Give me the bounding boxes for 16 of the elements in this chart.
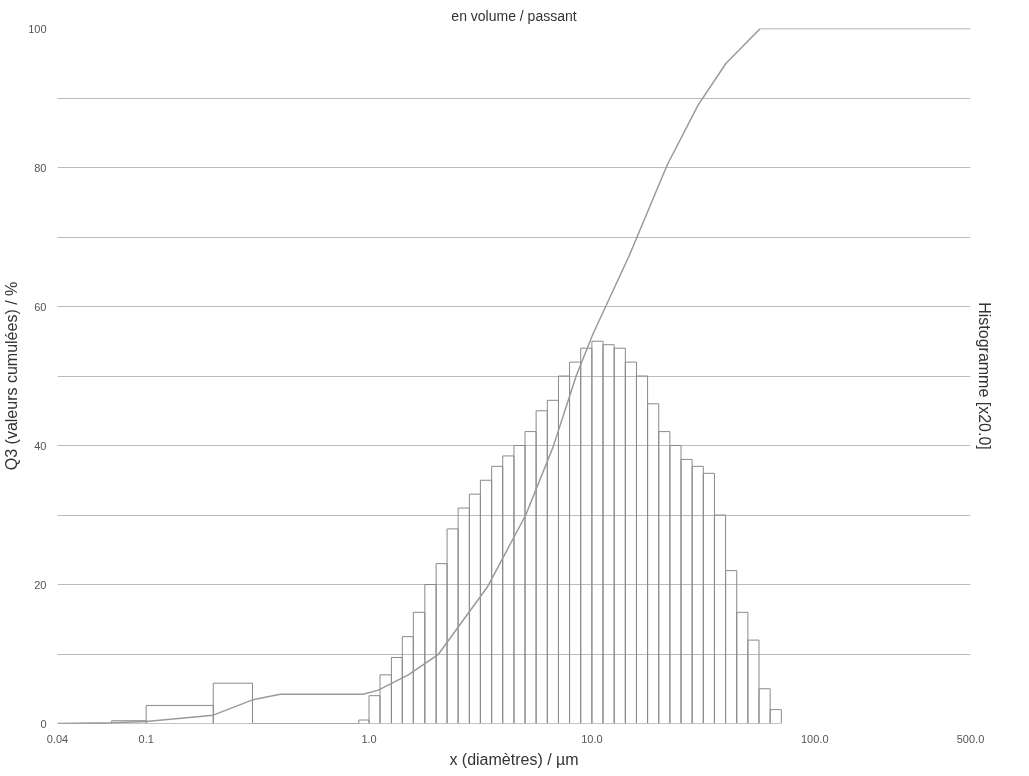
x-tick-label: 10.0: [581, 732, 603, 745]
y2-axis-title: Histogramme [x20.0]: [975, 302, 993, 450]
x-tick-label: 1.0: [361, 732, 377, 745]
x-tick-label: 0.1: [138, 732, 154, 745]
y-tick-label: 60: [34, 300, 47, 313]
x-tick-label: 500.0: [956, 732, 985, 745]
chart-title: en volume / passant: [451, 7, 577, 24]
y-tick-label: 40: [34, 439, 47, 452]
x-tick-label: 100.0: [800, 732, 829, 745]
x-axis-title: x (diamètres) / µm: [449, 750, 579, 768]
y-tick-label: 80: [34, 161, 47, 174]
x-tick-label: 0.04: [46, 732, 69, 745]
y-tick-label: 100: [28, 22, 47, 35]
y-tick-label: 20: [34, 578, 47, 591]
y-tick-label: 0: [40, 717, 47, 730]
y-axis-title: Q3 (valeurs cumulées) / %: [3, 281, 21, 471]
